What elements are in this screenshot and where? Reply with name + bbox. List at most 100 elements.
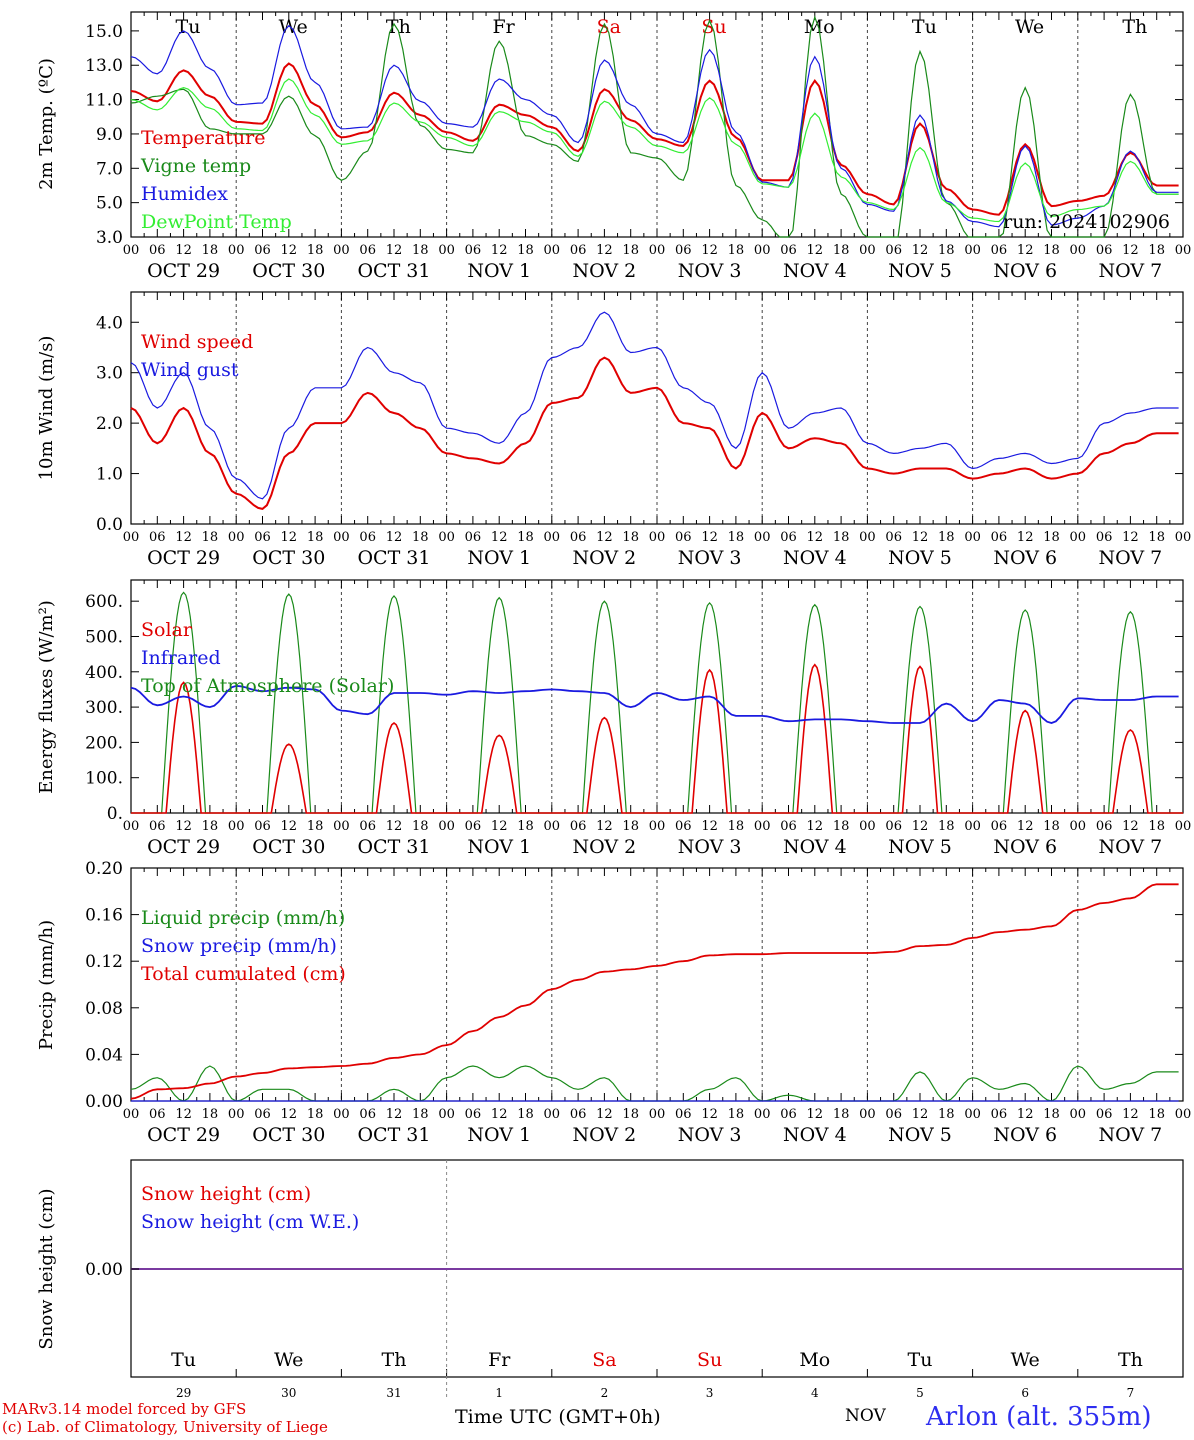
- hour-tick-label: 00: [228, 819, 245, 834]
- hour-tick-label: 12: [1017, 243, 1034, 258]
- date-label: NOV 3: [678, 1124, 742, 1146]
- hour-tick-label: 00: [438, 819, 455, 834]
- hour-tick-label: 06: [254, 819, 271, 834]
- hour-tick-label: 18: [938, 819, 955, 834]
- date-label: NOV 1: [467, 260, 531, 282]
- date-label: NOV 3: [678, 547, 742, 569]
- hour-tick-label: 00: [859, 243, 876, 258]
- hour-tick-label: 00: [333, 530, 350, 545]
- hour-tick-label: 18: [1043, 530, 1060, 545]
- series-line-wind-gust: [130, 311, 1179, 500]
- hour-tick-label: 00: [649, 1107, 666, 1122]
- day-name: Th: [386, 16, 411, 38]
- hour-tick-label: 06: [1096, 243, 1113, 258]
- hour-tick-label: 00: [228, 530, 245, 545]
- hour-tick-label: 12: [596, 1107, 613, 1122]
- y-tick-label: 200.: [85, 733, 123, 753]
- date-label: NOV 7: [1099, 547, 1163, 569]
- station-name: Arlon (alt. 355m): [926, 1402, 1152, 1432]
- date-label: OCT 31: [357, 260, 430, 282]
- date-label: OCT 29: [147, 836, 220, 858]
- hour-tick-label: 18: [307, 1107, 324, 1122]
- run-label: run: 2024102906: [1003, 211, 1170, 233]
- hour-tick-label: 00: [1070, 1107, 1087, 1122]
- hour-tick-label: 18: [202, 819, 219, 834]
- hour-tick-label: 18: [728, 243, 745, 258]
- hour-tick-label: 00: [544, 243, 561, 258]
- hour-tick-label: 18: [1043, 1107, 1060, 1122]
- day-number: 2: [601, 1386, 609, 1400]
- hour-tick-label: 00: [438, 243, 455, 258]
- legend-entry: Snow precip (mm/h): [141, 935, 337, 957]
- y-axis-label: Energy fluxes (W/m²): [36, 600, 57, 794]
- hour-tick-label: 00: [333, 819, 350, 834]
- y-tick-label: 0.08: [85, 999, 123, 1019]
- hour-tick-label: 06: [675, 530, 692, 545]
- series-line-wind-speed: [130, 356, 1179, 510]
- y-tick-label: 500.: [85, 627, 123, 647]
- date-label: NOV 5: [888, 547, 952, 569]
- y-tick-label: 7.0: [96, 159, 123, 179]
- series-line-total-cumulated-cm-: [130, 883, 1179, 1100]
- hour-tick-label: 18: [728, 530, 745, 545]
- hour-tick-label: 18: [202, 1107, 219, 1122]
- hour-tick-label: 06: [465, 819, 482, 834]
- x-axis-label: Time UTC (GMT+0h): [455, 1406, 661, 1428]
- hour-tick-label: 06: [359, 1107, 376, 1122]
- date-label: NOV 7: [1099, 260, 1163, 282]
- y-tick-label: 100.: [85, 769, 123, 789]
- hour-tick-label: 00: [228, 1107, 245, 1122]
- day-name: Tu: [912, 16, 937, 38]
- hour-tick-label: 18: [1148, 530, 1165, 545]
- y-tick-label: 600.: [85, 592, 123, 612]
- date-label: OCT 30: [252, 836, 325, 858]
- y-tick-label: 0.20: [85, 859, 123, 879]
- day-number: 1: [495, 1386, 503, 1400]
- hour-tick-label: 06: [675, 1107, 692, 1122]
- hour-tick-label: 12: [1122, 1107, 1139, 1122]
- hour-tick-label: 06: [465, 243, 482, 258]
- hour-tick-label: 12: [807, 530, 824, 545]
- hour-tick-label: 18: [833, 243, 850, 258]
- hour-tick-label: 18: [1148, 1107, 1165, 1122]
- date-label: NOV 5: [888, 1124, 952, 1146]
- hour-tick-label: 00: [333, 243, 350, 258]
- day-number: 6: [1021, 1386, 1029, 1400]
- hour-tick-label: 06: [570, 1107, 587, 1122]
- hour-tick-label: 06: [780, 1107, 797, 1122]
- model-credit: MARv3.14 model forced by GFS (c) Lab. of…: [2, 1400, 328, 1436]
- y-tick-label: 13.0: [85, 56, 123, 76]
- hour-tick-label: 18: [938, 1107, 955, 1122]
- hour-tick-label: 06: [359, 243, 376, 258]
- y-tick-label: 3.0: [96, 228, 123, 248]
- hour-tick-label: 12: [386, 243, 403, 258]
- day-name: Fr: [492, 16, 515, 38]
- hour-tick-label: 06: [570, 819, 587, 834]
- hour-tick-label: 12: [175, 243, 192, 258]
- hour-tick-label: 12: [491, 1107, 508, 1122]
- series-line-dewpoint-temp: [130, 78, 1179, 223]
- date-label: NOV 3: [678, 260, 742, 282]
- hour-tick-label: 00: [228, 243, 245, 258]
- hour-tick-label: 18: [833, 530, 850, 545]
- legend-entry: DewPoint Temp: [141, 211, 292, 233]
- day-number: 29: [176, 1386, 191, 1400]
- y-tick-label: 4.0: [96, 313, 123, 333]
- hour-tick-label: 18: [938, 530, 955, 545]
- hour-tick-label: 06: [149, 819, 166, 834]
- day-number: 4: [811, 1386, 819, 1400]
- hour-tick-label: 00: [754, 1107, 771, 1122]
- hour-tick-label: 06: [149, 530, 166, 545]
- hour-tick-label: 00: [1175, 530, 1192, 545]
- hour-tick-label: 12: [596, 530, 613, 545]
- date-label: OCT 29: [147, 547, 220, 569]
- hour-tick-label: 00: [964, 819, 981, 834]
- hour-tick-label: 12: [1017, 1107, 1034, 1122]
- day-name: Fr: [488, 1349, 511, 1371]
- hour-tick-label: 00: [649, 243, 666, 258]
- hour-tick-label: 00: [544, 530, 561, 545]
- day-number: 30: [281, 1386, 296, 1400]
- y-tick-label: 2.0: [96, 414, 123, 434]
- legend-entry: Vigne temp: [140, 155, 251, 177]
- hour-tick-label: 18: [412, 243, 429, 258]
